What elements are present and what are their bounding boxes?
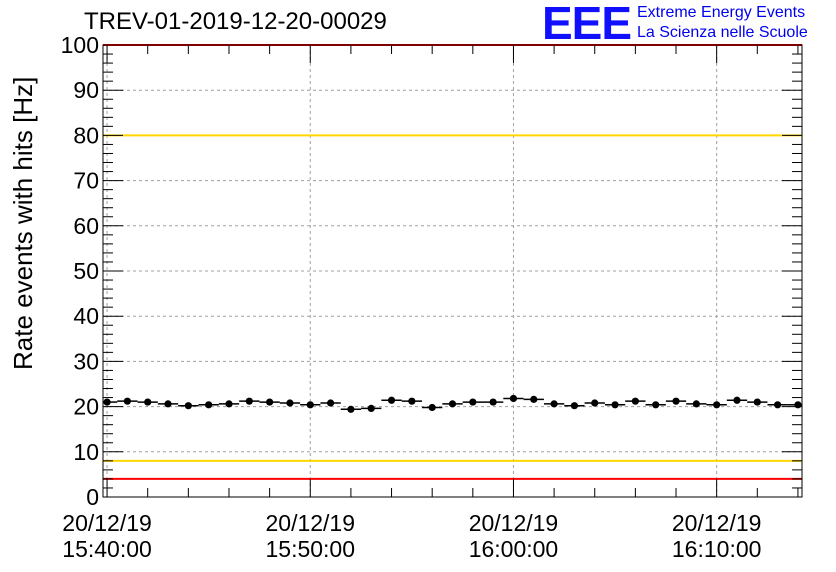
data-point <box>692 400 700 408</box>
y-tick-label: 70 <box>73 168 99 194</box>
y-tick-label: 40 <box>73 303 99 329</box>
data-point <box>794 401 802 409</box>
x-tick-label-time: 16:00:00 <box>469 536 559 562</box>
y-tick-label: 90 <box>73 77 99 103</box>
y-axis-label: Rate events with hits [Hz] <box>8 76 38 370</box>
x-tick-label-date: 20/12/19 <box>62 510 152 536</box>
data-point <box>387 396 396 404</box>
data-point <box>184 402 192 410</box>
eee-logo: EEE <box>542 0 632 49</box>
reference-lines <box>103 44 802 480</box>
x-tick-label-time: 15:40:00 <box>62 536 152 562</box>
data-point <box>103 398 111 406</box>
data-point <box>530 395 538 403</box>
data-point <box>286 399 294 407</box>
data-point <box>245 397 253 405</box>
data-point <box>347 405 355 413</box>
data-point <box>306 401 314 409</box>
data-point <box>713 401 721 409</box>
data-point <box>672 397 680 405</box>
data-points <box>103 394 802 413</box>
data-point <box>123 397 131 405</box>
data-point <box>164 400 172 408</box>
x-tick-label-date: 20/12/19 <box>672 510 762 536</box>
chart-title: TREV-01-2019-12-20-00029 <box>84 8 387 35</box>
y-tick-label: 60 <box>73 213 99 239</box>
data-point <box>326 399 335 407</box>
y-tick-label: 20 <box>73 394 99 420</box>
x-tick-label-time: 16:10:00 <box>672 536 762 562</box>
y-tick-label: 100 <box>61 32 99 58</box>
logo-line-2: La Scienza nelle Scuole <box>637 24 808 41</box>
data-point <box>225 400 233 408</box>
data-point <box>550 400 558 408</box>
data-point <box>408 397 416 405</box>
x-tick-label-date: 20/12/19 <box>265 510 355 536</box>
data-point <box>753 398 761 406</box>
data-point <box>266 398 274 406</box>
y-tick-label: 30 <box>73 348 99 374</box>
x-tick-label-date: 20/12/19 <box>469 510 559 536</box>
data-point <box>448 400 457 408</box>
x-tick-label-time: 15:50:00 <box>265 536 355 562</box>
data-point <box>489 398 497 406</box>
logo-caption: Extreme Energy Events La Scienza nelle S… <box>637 3 808 43</box>
data-point <box>509 394 518 403</box>
data-point <box>591 399 599 407</box>
y-tick-label: 50 <box>73 258 99 284</box>
data-point <box>631 397 639 405</box>
grid-layer <box>103 45 802 497</box>
axis-ticks <box>103 44 802 498</box>
data-point <box>469 398 477 406</box>
data-point <box>733 396 741 404</box>
data-point <box>570 402 579 410</box>
y-tick-label: 10 <box>73 439 99 465</box>
logo-line-1: Extreme Energy Events <box>637 4 806 21</box>
y-tick-label: 80 <box>73 122 99 148</box>
data-point <box>205 401 213 409</box>
data-point <box>144 398 152 406</box>
y-tick-label: 0 <box>86 484 99 510</box>
data-point <box>428 403 436 412</box>
data-point <box>611 401 619 409</box>
data-point <box>367 404 375 413</box>
tick-labels: 010203040506070809010020/12/1915:40:0020… <box>61 32 762 562</box>
data-point <box>652 401 660 409</box>
data-point <box>774 401 782 409</box>
